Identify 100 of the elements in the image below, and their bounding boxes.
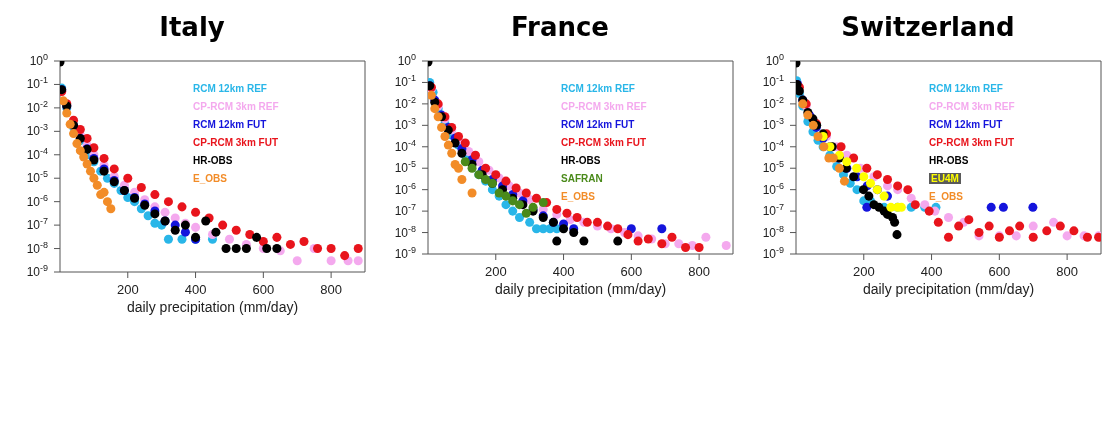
point bbox=[272, 232, 282, 242]
point bbox=[525, 217, 535, 227]
point bbox=[1015, 221, 1025, 231]
y-tick-label: 10$^{0}$ bbox=[29, 52, 48, 68]
point bbox=[292, 256, 302, 266]
point bbox=[245, 229, 255, 239]
point bbox=[467, 163, 477, 173]
point bbox=[721, 240, 731, 250]
point bbox=[559, 224, 569, 234]
point bbox=[231, 225, 241, 235]
y-tick-label: 10$^{-7}$ bbox=[394, 202, 416, 219]
point bbox=[521, 188, 531, 198]
point bbox=[998, 202, 1008, 212]
point bbox=[75, 124, 85, 134]
x-tick-label: 800 bbox=[688, 264, 710, 279]
chart-title: Switzerland bbox=[840, 11, 1016, 44]
y-tick-label: 10$^{0}$ bbox=[397, 52, 416, 68]
point bbox=[836, 142, 846, 152]
x-tick-label: 800 bbox=[1056, 264, 1078, 279]
point bbox=[552, 236, 562, 246]
point bbox=[879, 191, 889, 201]
y-tick-label: 10$^{-9}$ bbox=[394, 245, 416, 261]
point bbox=[1055, 221, 1065, 231]
point bbox=[674, 239, 684, 249]
y-tick-label: 10$^{-2}$ bbox=[394, 94, 416, 111]
text: RCM 12km FUT bbox=[193, 119, 267, 130]
text: HR-OBS bbox=[929, 155, 969, 166]
x-tick-label: 200 bbox=[116, 282, 139, 297]
point bbox=[1028, 221, 1038, 231]
point bbox=[903, 185, 913, 195]
x-tick-label: 600 bbox=[988, 264, 1011, 279]
text: CP-RCM 3km FUT bbox=[193, 137, 279, 148]
point bbox=[1042, 226, 1052, 236]
point bbox=[326, 256, 336, 266]
point bbox=[892, 230, 902, 240]
point bbox=[906, 193, 916, 203]
y-tick-label: 10$^{-8}$ bbox=[26, 239, 48, 256]
point bbox=[447, 148, 457, 158]
y-tick-label: 10$^{-4}$ bbox=[394, 137, 416, 154]
y-tick-label: 10$^{-6}$ bbox=[394, 180, 416, 197]
point bbox=[89, 173, 99, 183]
point bbox=[60, 96, 68, 106]
point bbox=[964, 215, 974, 225]
point bbox=[1049, 217, 1059, 227]
point bbox=[924, 206, 934, 216]
y-tick-label: 10$^{-5}$ bbox=[26, 169, 48, 186]
point bbox=[552, 204, 562, 214]
x-axis-title: daily precipitation (mm/day) bbox=[126, 299, 299, 315]
point bbox=[65, 119, 75, 129]
point bbox=[657, 224, 667, 234]
y-tick-label: 10$^{-1}$ bbox=[762, 73, 784, 90]
point bbox=[1004, 226, 1015, 236]
chart-title: Italy bbox=[158, 11, 226, 44]
point bbox=[613, 236, 623, 246]
text: SAFRAN bbox=[561, 173, 603, 184]
text: RCM 12km REF bbox=[929, 83, 1003, 94]
y-tick-label: 10$^{-4}$ bbox=[26, 145, 48, 162]
point bbox=[514, 200, 525, 210]
point bbox=[177, 202, 187, 212]
text: CP-RCM 3km REF bbox=[193, 101, 279, 112]
point bbox=[839, 176, 849, 186]
point bbox=[92, 180, 102, 190]
y-tick-label: 10$^{-3}$ bbox=[26, 122, 48, 139]
text: EU4M bbox=[929, 173, 961, 184]
x-tick-label: 400 bbox=[920, 264, 943, 279]
text: CP-RCM 3km FUT bbox=[561, 137, 647, 148]
point bbox=[592, 217, 602, 227]
point bbox=[109, 164, 119, 174]
point bbox=[106, 204, 116, 214]
text: E_OBS bbox=[561, 191, 595, 202]
point bbox=[943, 213, 954, 223]
y-tick-label: 10$^{0}$ bbox=[765, 52, 784, 68]
point bbox=[694, 243, 704, 253]
point bbox=[170, 225, 180, 235]
text: CP-RCM 3km REF bbox=[561, 101, 647, 112]
point bbox=[1062, 231, 1072, 241]
point bbox=[150, 190, 160, 200]
y-tick-label: 10$^{-6}$ bbox=[762, 180, 784, 197]
point bbox=[984, 221, 994, 231]
point bbox=[943, 232, 954, 242]
point bbox=[102, 197, 112, 207]
point bbox=[514, 213, 525, 223]
y-tick-label: 10$^{-9}$ bbox=[762, 245, 784, 261]
point bbox=[521, 208, 531, 218]
point bbox=[224, 234, 234, 244]
point bbox=[457, 174, 467, 184]
point bbox=[136, 183, 146, 193]
point bbox=[864, 191, 874, 201]
point bbox=[701, 232, 711, 242]
x-tick-label: 200 bbox=[852, 264, 875, 279]
x-tick-label: 400 bbox=[552, 264, 575, 279]
x-tick-label: 400 bbox=[184, 282, 207, 297]
y-tick-label: 10$^{-3}$ bbox=[762, 116, 784, 133]
y-tick-label: 10$^{-3}$ bbox=[394, 116, 416, 133]
point bbox=[511, 183, 521, 193]
text: HR-OBS bbox=[193, 155, 233, 166]
point bbox=[433, 112, 443, 122]
point bbox=[85, 166, 96, 176]
point bbox=[681, 243, 691, 253]
y-tick-label: 10$^{-1}$ bbox=[26, 75, 48, 92]
